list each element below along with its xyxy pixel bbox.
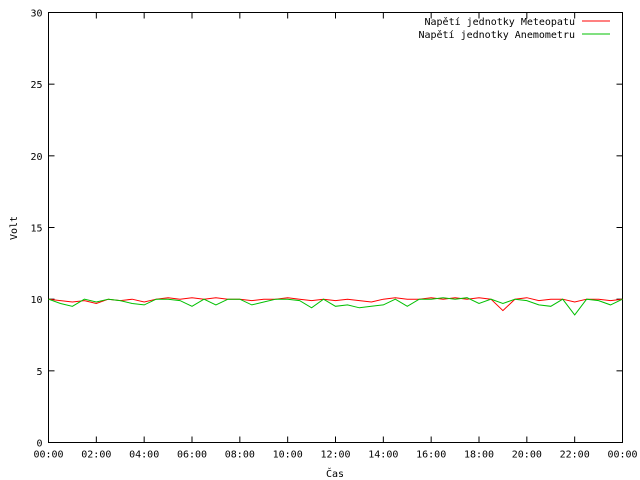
- y-axis-ticks: 0 5 10 15 20 25 30: [30, 9, 623, 450]
- y-axis-label: Volt: [9, 216, 20, 240]
- x-tick-label: 04:00: [129, 450, 159, 461]
- y-tick-label: 0: [36, 439, 42, 450]
- x-tick-label: 22:00: [560, 450, 590, 461]
- y-tick-label: 5: [36, 367, 42, 378]
- plot-frame: [48, 12, 623, 443]
- x-tick-label: 20:00: [512, 450, 542, 461]
- x-tick-label: 06:00: [177, 450, 207, 461]
- x-tick-label: 18:00: [464, 450, 494, 461]
- y-tick-label: 10: [30, 295, 42, 306]
- y-tick-label: 30: [30, 9, 42, 20]
- y-tick-label: 15: [30, 224, 42, 235]
- x-axis-label: Čas: [326, 467, 344, 480]
- data-series: [48, 297, 623, 316]
- series-line-2: [48, 297, 623, 316]
- legend-label: Napětí jednotky Anemometru: [418, 29, 575, 41]
- x-tick-label: 00:00: [33, 450, 63, 461]
- x-axis-ticks: 00:00 02:00 04:00 06:00 08:00 10:00 12:00 14:00…: [33, 12, 638, 461]
- x-tick-label: 02:00: [81, 450, 111, 461]
- x-tick-label: 14:00: [368, 450, 398, 461]
- series-line-1: [48, 297, 623, 312]
- legend-label: Napětí jednotky Meteopatu: [424, 16, 575, 28]
- x-tick-label: 00:00: [607, 450, 637, 461]
- y-tick-label: 20: [30, 152, 42, 163]
- x-tick-label: 10:00: [273, 450, 303, 461]
- x-tick-label: 16:00: [416, 450, 446, 461]
- x-tick-label: 08:00: [225, 450, 255, 461]
- x-tick-label: 12:00: [320, 450, 350, 461]
- y-tick-label: 25: [30, 80, 42, 91]
